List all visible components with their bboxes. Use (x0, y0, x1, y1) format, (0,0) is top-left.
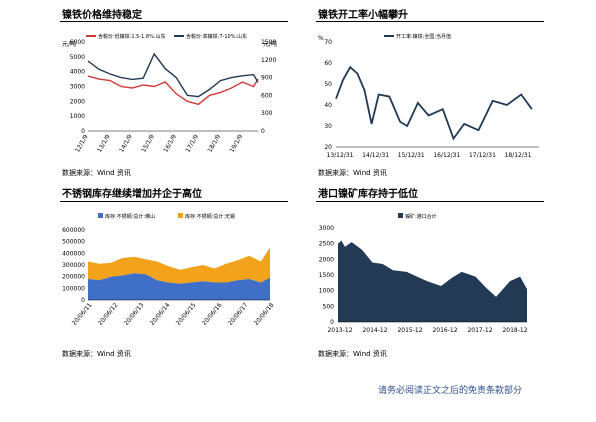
x-tick-label: 18/1/9 (206, 133, 222, 153)
x-tick-label: 20/06/15 (175, 302, 198, 327)
y-tick-left: 3000 (70, 84, 85, 91)
y-tick: 400000 (62, 250, 85, 257)
y-tick: 60 (324, 60, 332, 67)
panel-3-title-rule (60, 201, 288, 202)
x-tick-label: 16/1/9 (162, 133, 178, 153)
y-unit: % (318, 35, 324, 42)
y-tick: 3000 (319, 225, 334, 232)
y-tick: 2000 (319, 256, 334, 263)
y-tick-right: 900 (261, 75, 273, 82)
x-tick-label: 2015-12 (397, 327, 422, 334)
chart-port-nickel-ore-inventory: 0 500 1000 1500 2000 2500 3000 2013-12 2014-12 20… (319, 213, 528, 334)
x-tick-label: 20/06/18 (253, 302, 276, 327)
x-tick-label: 2016-12 (432, 327, 457, 334)
panel-2-title-rule (316, 21, 544, 22)
x-tick-label: 20/06/16 (201, 302, 224, 327)
area-series-2 (88, 247, 270, 284)
y-tick: 500 (323, 303, 335, 310)
x-tick-label: 15/12/31 (398, 152, 425, 159)
y-unit-right: 元/吨 (263, 40, 277, 48)
y-tick-right: 1200 (261, 57, 276, 64)
x-tick-label: 12/1/9 (74, 133, 90, 153)
x-tick-label: 17/12/31 (469, 152, 496, 159)
y-tick-right: 300 (261, 110, 273, 117)
series-line-2 (87, 52, 259, 98)
x-tick-label: 20/06/11 (71, 302, 94, 327)
y-tick: 200000 (62, 274, 85, 281)
y-tick-left: 5000 (70, 54, 85, 61)
area-series-1 (88, 273, 270, 300)
y-tick-left: 0 (81, 128, 85, 135)
disclaimer-text: 请务必阅读正文之后的免责条款部分 (378, 386, 523, 396)
panel-4-title: 港口镍矿库存持于低位 (318, 189, 418, 200)
x-tick-label: 14/1/9 (118, 133, 134, 153)
panel-1-title: 镍铁价格维持稳定 (62, 10, 142, 21)
y-tick: 500000 (62, 239, 85, 246)
x-tick-label: 20/06/14 (149, 302, 172, 327)
y-tick: 100000 (62, 285, 85, 292)
area-series (338, 240, 527, 322)
y-tick-left: 2000 (70, 98, 85, 105)
y-tick-right: 0 (261, 128, 265, 135)
y-tick-left: 1000 (70, 113, 85, 120)
panel-4-title-rule (316, 201, 544, 202)
x-tick-label: 20/06/13 (123, 302, 146, 327)
panel-1-title-rule (60, 21, 288, 22)
y-tick: 30 (324, 123, 332, 130)
legend-label-2: 含税价:高镍铁:7-10%:山东 (186, 33, 247, 40)
panel-3-source: 数据来源：Wind 资讯 (62, 350, 131, 358)
y-tick-right: 600 (261, 92, 273, 99)
legend-label-2: 库存:不锈钢:总计:无锡 (185, 213, 235, 220)
y-tick: 300000 (62, 262, 85, 269)
x-tick-label: 17/1/9 (184, 133, 200, 153)
y-tick: 1000 (319, 288, 334, 295)
x-tick-label: 2017-12 (467, 327, 492, 334)
y-tick-left: 4000 (70, 69, 85, 76)
legend-label: 镍矿:港口合计 (405, 213, 437, 220)
x-tick-label: 20/06/17 (227, 302, 250, 327)
legend-label: 开工率:镍铁:全国:当月值 (396, 33, 451, 40)
chart-nickel-iron-price: 元/吨 元/吨 0 1000 2000 3000 4000 5000 6000 0 300 600 90… (62, 33, 277, 154)
x-tick-label: 20/06/12 (97, 302, 120, 327)
x-tick-label: 19/1/9 (229, 133, 245, 153)
y-tick: 0 (330, 319, 334, 326)
x-tick-label: 2018-12 (502, 327, 527, 334)
panel-2-source: 数据来源：Wind 资讯 (318, 169, 387, 177)
x-tick-label: 13/12/31 (327, 152, 354, 159)
y-tick: 40 (324, 102, 332, 109)
panel-1-source: 数据来源：Wind 资讯 (62, 169, 131, 177)
panel-3-title: 不锈钢库存继续增加并企于高位 (62, 189, 202, 200)
y-tick: 70 (324, 39, 332, 46)
legend-swatch-2 (178, 213, 183, 218)
legend-label-1: 含税价:低镍铁:1.5-1.8%:山东 (98, 33, 166, 40)
legend-swatch-1 (98, 213, 103, 218)
chart-nickel-iron-utilization: % 20 30 40 50 60 70 13/12/31 14/12/31 15/12/31 16/… (318, 33, 539, 159)
y-tick-right: 1500 (261, 39, 276, 46)
legend-swatch (398, 213, 403, 218)
x-tick-label: 16/12/31 (433, 152, 460, 159)
y-tick: 0 (81, 297, 85, 304)
series-line-1 (87, 75, 259, 106)
panel-2-title: 镍铁开工率小幅攀升 (318, 10, 408, 21)
y-tick: 1500 (319, 272, 334, 279)
x-tick-label: 14/12/31 (362, 152, 389, 159)
y-tick: 20 (324, 144, 332, 151)
x-tick-label: 2014-12 (362, 327, 387, 334)
panel-4-source: 数据来源：Wind 资讯 (318, 350, 387, 358)
legend-label-1: 库存:不锈钢:总计:佛山 (105, 213, 155, 220)
series-line (335, 65, 533, 141)
x-tick-label: 13/1/9 (96, 133, 112, 153)
x-tick-label: 15/1/9 (140, 133, 156, 153)
y-unit-left: 元/吨 (62, 40, 76, 48)
y-tick-left: 6000 (70, 39, 85, 46)
y-tick: 50 (324, 81, 332, 88)
x-tick-label: 18/12/31 (505, 152, 532, 159)
chart-stainless-inventory: 0 100000 200000 300000 400000 500000 600000 20/… (62, 213, 276, 327)
y-tick: 2500 (319, 241, 334, 248)
y-tick: 600000 (62, 227, 85, 234)
x-tick-label: 2013-12 (327, 327, 352, 334)
